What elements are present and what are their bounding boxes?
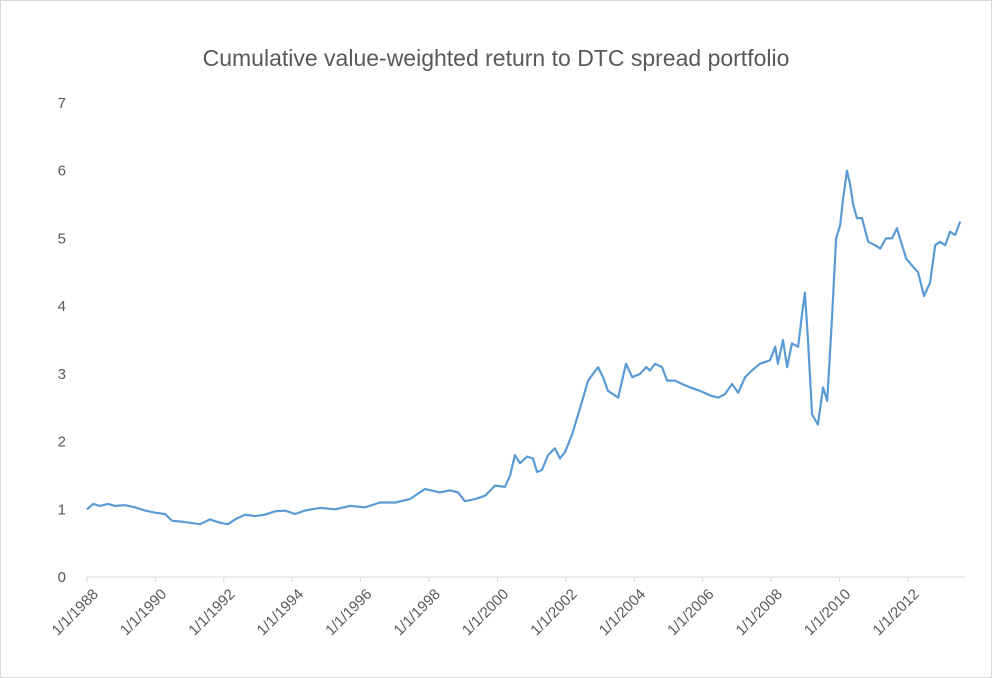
y-tick-label: 7 bbox=[58, 95, 66, 112]
y-tick-label: 5 bbox=[58, 230, 66, 247]
data-line bbox=[86, 169, 962, 526]
y-tick-label: 1 bbox=[58, 501, 66, 518]
y-tick-label: 3 bbox=[58, 366, 66, 383]
y-tick-label: 2 bbox=[58, 434, 66, 451]
y-tick-label: 0 bbox=[58, 569, 66, 586]
y-tick-label: 6 bbox=[58, 163, 66, 180]
chart-title: Cumulative value-weighted return to DTC … bbox=[203, 45, 790, 71]
y-tick-label: 4 bbox=[58, 298, 66, 315]
